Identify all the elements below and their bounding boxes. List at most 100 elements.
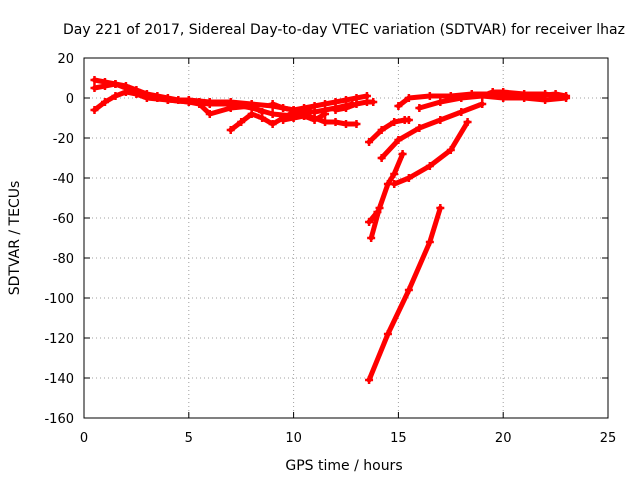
data-point [394,136,403,144]
y-tick-label: 20 [57,52,74,67]
data-point [390,170,399,178]
data-point [90,106,99,114]
data-point [153,92,162,100]
data-point [205,110,214,118]
data-point [365,218,374,226]
series-arc-g [279,112,361,128]
data-point [247,102,256,110]
data-point [289,106,298,114]
data-point [142,90,151,98]
data-point [352,100,361,108]
data-point [463,118,472,126]
data-point [499,94,508,102]
data-point [383,330,392,338]
data-point [377,126,386,134]
y-tick-label: -120 [44,332,74,347]
y-tick-label: -160 [44,412,74,427]
data-point [562,94,571,102]
series-line [379,101,485,161]
data-point [289,114,298,122]
data-point [111,80,120,88]
data-point [390,118,399,126]
data-point [404,94,413,102]
data-point [478,92,487,100]
data-point [425,92,434,100]
axis-ticks: 0 5 10 15 20 25 -160 -140 -120 -100 -80 -60 -40 -20 0 2… [44,52,616,446]
y-tick-label: 0 [66,92,74,107]
x-axis-title: GPS time / hours [285,458,402,474]
series-line [270,93,370,113]
data-point [310,102,319,110]
data-point [331,106,340,114]
data-point [184,98,193,106]
series-arc-h [331,98,378,114]
data-point [415,124,424,132]
series-arc-i [365,116,413,146]
y-tick-label: -60 [53,212,74,227]
data-point [352,120,361,128]
data-point [258,114,267,122]
data-marks [90,76,571,384]
series-arc-q [478,92,571,104]
x-tick-label: 20 [495,431,512,446]
data-point [226,126,235,134]
data-point [300,112,309,120]
data-point [111,92,120,100]
data-point [321,118,330,126]
data-point [446,146,455,154]
data-point [279,104,288,112]
data-point [404,174,413,182]
x-tick-label: 0 [80,431,88,446]
chart-title: Day 221 of 2017, Sidereal Day-to-day VTE… [63,22,625,38]
data-point [373,208,382,216]
data-point [425,162,434,170]
data-point [268,120,277,128]
data-point [404,286,413,294]
data-point [132,86,141,94]
plot-frame [83,57,609,419]
data-point [365,138,374,146]
data-point [226,104,235,112]
x-tick-label: 10 [285,431,302,446]
data-point [520,94,529,102]
data-point [436,116,445,124]
y-tick-label: -140 [44,372,74,387]
series-arc-n [365,204,445,384]
data-point [383,180,392,188]
data-point [195,100,204,108]
x-tick-label: 25 [600,431,617,446]
data-point [279,116,288,124]
data-point [457,108,466,116]
data-point [100,82,109,90]
series-arc-k [390,118,472,188]
series-arc-p [415,88,560,112]
data-point [369,98,378,106]
x-tick-label: 15 [390,431,407,446]
data-point [436,98,445,106]
data-point [342,96,350,104]
data-point [398,150,407,158]
data-point [342,104,350,112]
data-point [247,110,256,118]
data-point [457,94,466,102]
y-axis-title: SDTVAR / TECUs [7,181,23,296]
y-tick-label: -40 [53,172,74,187]
series-line [366,209,380,225]
data-point [321,110,330,118]
data-point [268,100,277,108]
data-point [394,102,403,110]
data-point [205,100,214,108]
data-point [163,96,172,104]
data-point [331,118,340,126]
y-tick-label: -80 [53,252,74,267]
data-point [425,238,434,246]
data-point [415,104,424,112]
data-point [436,204,445,212]
data-point [300,104,309,112]
data-point [321,100,330,108]
data-point [90,76,99,84]
data-point [342,120,350,128]
y-tick-label: -100 [44,292,74,307]
data-point [377,154,386,162]
